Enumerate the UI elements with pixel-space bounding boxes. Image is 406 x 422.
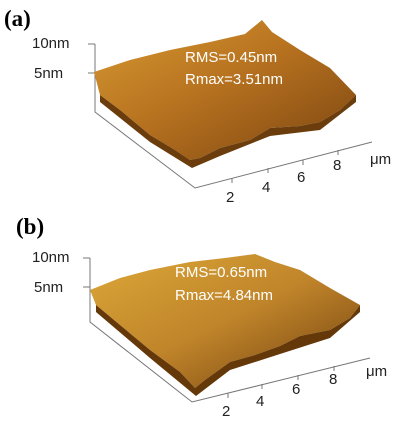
panel-b: (b) 10nm 5nm RMS=0.65nm Rmax=4.84nm 2 4 … — [16, 214, 387, 420]
afm-figure: (a) 10nm 5nm RMS=0.45nm Rmax=3.51nm 2 4 … — [0, 0, 406, 422]
x-tick-label: 4 — [262, 179, 270, 196]
x-tick-label: 6 — [292, 381, 300, 398]
z-tick-label: 10nm — [32, 249, 70, 266]
panel-label: (a) — [4, 6, 31, 31]
z-tick-label: 10nm — [32, 35, 70, 52]
surface — [94, 20, 356, 160]
x-tick-label: 6 — [297, 169, 305, 186]
x-unit: μm — [366, 363, 387, 380]
annotation: Rmax=4.84nm — [175, 287, 273, 304]
x-tick-label: 8 — [333, 157, 341, 174]
x-unit: μm — [370, 151, 391, 168]
annotation: RMS=0.65nm — [175, 264, 267, 281]
z-tick-label: 5nm — [34, 65, 63, 82]
x-tick-label: 2 — [226, 189, 234, 206]
z-tick-label: 5nm — [34, 279, 63, 296]
annotation: RMS=0.45nm — [185, 49, 277, 66]
panel-a: (a) 10nm 5nm RMS=0.45nm Rmax=3.51nm 2 4 … — [4, 6, 391, 206]
x-tick-label: 2 — [222, 403, 230, 420]
x-tick-label: 8 — [329, 371, 337, 388]
panel-label: (b) — [16, 214, 44, 239]
x-tick-label: 4 — [256, 393, 264, 410]
annotation: Rmax=3.51nm — [185, 71, 283, 88]
